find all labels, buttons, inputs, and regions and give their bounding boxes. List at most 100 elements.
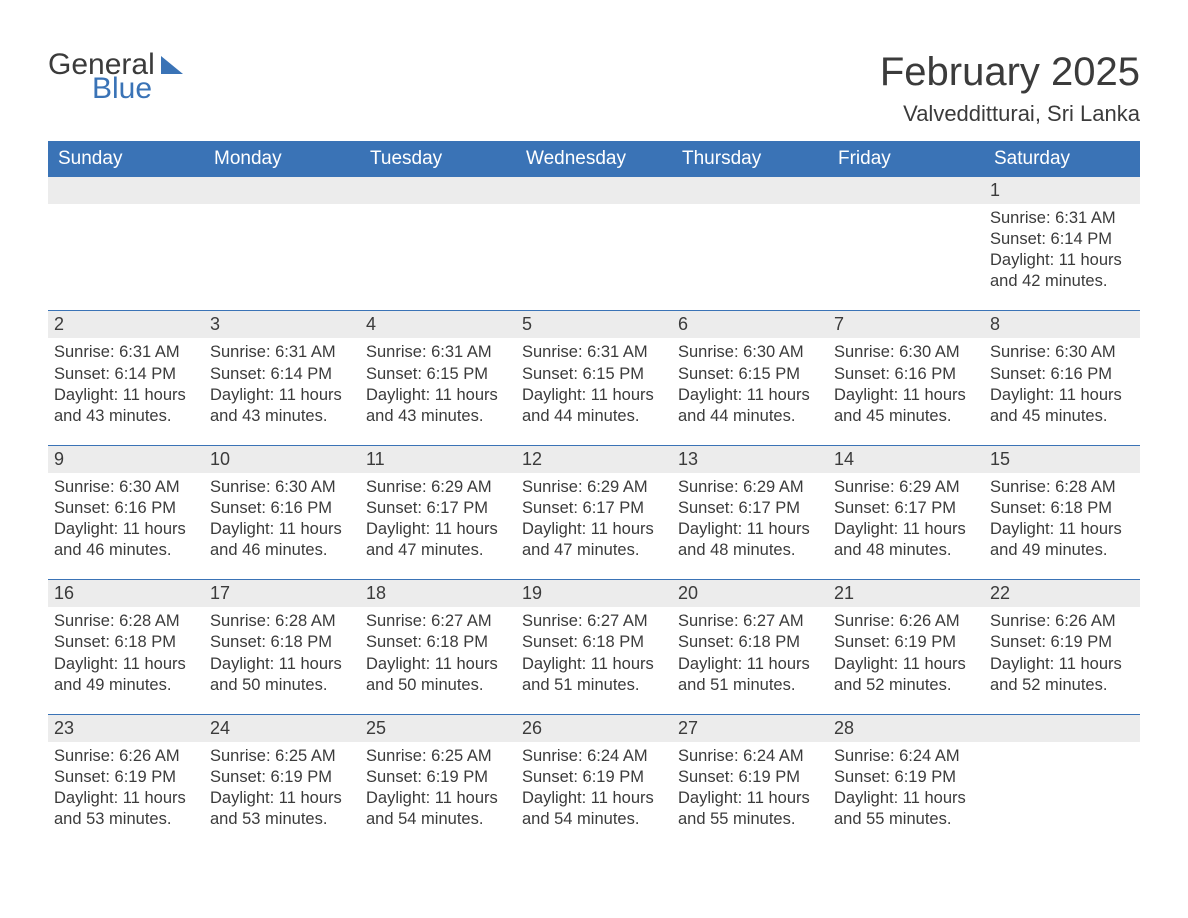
- daylight-line1: Daylight: 11 hours: [522, 519, 666, 540]
- daylight-line1: Daylight: 11 hours: [210, 654, 354, 675]
- daylight-line1: Daylight: 11 hours: [210, 385, 354, 406]
- day-cell: Sunrise: 6:30 AMSunset: 6:16 PMDaylight:…: [984, 338, 1140, 444]
- week: 2345678Sunrise: 6:31 AMSunset: 6:14 PMDa…: [48, 310, 1140, 444]
- daylight-line2: and 53 minutes.: [210, 809, 354, 830]
- day-cell: Sunrise: 6:30 AMSunset: 6:15 PMDaylight:…: [672, 338, 828, 444]
- day-cell: Sunrise: 6:24 AMSunset: 6:19 PMDaylight:…: [516, 742, 672, 848]
- sunset: Sunset: 6:17 PM: [366, 498, 510, 519]
- sunrise: Sunrise: 6:31 AM: [54, 342, 198, 363]
- daylight-line2: and 52 minutes.: [990, 675, 1134, 696]
- sunset: Sunset: 6:16 PM: [210, 498, 354, 519]
- week: 1Sunrise: 6:31 AMSunset: 6:14 PMDaylight…: [48, 177, 1140, 310]
- daylight-line1: Daylight: 11 hours: [522, 788, 666, 809]
- sunrise: Sunrise: 6:30 AM: [54, 477, 198, 498]
- title-block: February 2025 Valvedditturai, Sri Lanka: [880, 50, 1140, 127]
- day-number: 27: [672, 715, 828, 742]
- sunrise: Sunrise: 6:29 AM: [678, 477, 822, 498]
- sunset: Sunset: 6:18 PM: [678, 632, 822, 653]
- daylight-line1: Daylight: 11 hours: [834, 654, 978, 675]
- day-cell: [360, 204, 516, 310]
- daybody-row: Sunrise: 6:31 AMSunset: 6:14 PMDaylight:…: [48, 204, 1140, 310]
- sunrise: Sunrise: 6:25 AM: [210, 746, 354, 767]
- daybody-row: Sunrise: 6:26 AMSunset: 6:19 PMDaylight:…: [48, 742, 1140, 848]
- daynum-row: 1: [48, 177, 1140, 204]
- weekday: Sunday: [48, 141, 204, 177]
- daybody-row: Sunrise: 6:28 AM Sunset: 6:18 PM Daylight:…: [48, 607, 1140, 713]
- daylight-line1: Daylight: 11 hours: [366, 788, 510, 809]
- day-number: 25: [360, 715, 516, 742]
- sunset: Sunset: 6:19 PM: [990, 632, 1134, 653]
- day-cell: Sunrise: 6:29 AMSunset: 6:17 PMDaylight:…: [516, 473, 672, 579]
- sunrise: Sunrise: 6:30 AM: [990, 342, 1134, 363]
- daylight-line1: Daylight: 11 hours: [366, 654, 510, 675]
- location: Valvedditturai, Sri Lanka: [880, 101, 1140, 127]
- daylight-line2: and 53 minutes.: [54, 809, 198, 830]
- day-number: [516, 177, 672, 204]
- day-number: 4: [360, 311, 516, 338]
- day-cell: Sunrise: 6:30 AMSunset: 6:16 PMDaylight:…: [48, 473, 204, 579]
- weekday: Saturday: [984, 141, 1140, 177]
- sunset: Sunset: 6:18 PM: [990, 498, 1134, 519]
- daylight-line1: Daylight: 11 hours: [366, 385, 510, 406]
- daylight-line1: Daylight: 11 hours: [990, 250, 1134, 271]
- daylight-line2: and 49 minutes.: [54, 675, 198, 696]
- sunset: Sunset: 6:16 PM: [990, 364, 1134, 385]
- day-number: [48, 177, 204, 204]
- sunset: Sunset: 6:14 PM: [210, 364, 354, 385]
- sunrise: Sunrise: 6:27 AM: [366, 611, 510, 632]
- daylight-line1: Daylight: 11 hours: [678, 385, 822, 406]
- day-cell: Sunrise: 6:28 AMSunset: 6:18 PMDaylight:…: [204, 607, 360, 713]
- daylight-line2: and 43 minutes.: [54, 406, 198, 427]
- sunset: Sunset: 6:15 PM: [366, 364, 510, 385]
- day-number: [828, 177, 984, 204]
- daynum-row: 16171819202122: [48, 580, 1140, 607]
- daynum-row: 2345678: [48, 311, 1140, 338]
- day-number: 14: [828, 446, 984, 473]
- daylight-line2: and 42 minutes.: [990, 271, 1134, 292]
- day-number: 10: [204, 446, 360, 473]
- daylight-line2: and 51 minutes.: [678, 675, 822, 696]
- sunset: Sunset: 6:14 PM: [990, 229, 1134, 250]
- sunrise: Sunrise: 6:27 AM: [678, 611, 822, 632]
- logo-triangle-icon: [161, 56, 183, 74]
- day-cell: Sunrise: 6:31 AMSunset: 6:14 PMDaylight:…: [204, 338, 360, 444]
- daylight-line1: Daylight: 11 hours: [54, 788, 198, 809]
- day-number: 7: [828, 311, 984, 338]
- sunset: Sunset: 6:19 PM: [678, 767, 822, 788]
- daynum-row: 9101112131415: [48, 446, 1140, 473]
- daylight-line1: Daylight: 11 hours: [54, 654, 198, 675]
- daylight-line1: Daylight: 11 hours: [834, 385, 978, 406]
- daylight-line1: Daylight: 11 hours: [210, 519, 354, 540]
- weekday: Wednesday: [516, 141, 672, 177]
- day-number: [672, 177, 828, 204]
- sunrise: Sunrise: 6:28 AM: [54, 611, 198, 632]
- sunrise: Sunrise: 6:31 AM: [990, 208, 1134, 229]
- day-cell: Sunrise: 6:31 AMSunset: 6:15 PMDaylight:…: [360, 338, 516, 444]
- day-cell: Sunrise: 6:26 AMSunset: 6:19 PMDaylight:…: [828, 607, 984, 713]
- sunset: Sunset: 6:17 PM: [834, 498, 978, 519]
- day-cell: Sunrise: 6:30 AMSunset: 6:16 PMDaylight:…: [828, 338, 984, 444]
- week: 9101112131415Sunrise: 6:30 AMSunset: 6:1…: [48, 445, 1140, 579]
- day-number: 28: [828, 715, 984, 742]
- logo: General Blue: [48, 50, 183, 104]
- day-cell: Sunrise: 6:31 AMSunset: 6:14 PMDaylight:…: [984, 204, 1140, 310]
- day-number: 24: [204, 715, 360, 742]
- daylight-line2: and 48 minutes.: [678, 540, 822, 561]
- sunrise: Sunrise: 6:28 AM: [210, 611, 354, 632]
- day-cell: Sunrise: 6:25 AMSunset: 6:19 PMDaylight:…: [204, 742, 360, 848]
- daylight-line2: and 51 minutes.: [522, 675, 666, 696]
- daylight-line1: Daylight: 11 hours: [834, 519, 978, 540]
- day-number: 22: [984, 580, 1140, 607]
- daylight-line1: Daylight: 11 hours: [522, 385, 666, 406]
- sunset: Sunset: 6:19 PM: [834, 767, 978, 788]
- calendar: Sunday Monday Tuesday Wednesday Thursday…: [48, 141, 1140, 848]
- weekday-header: Sunday Monday Tuesday Wednesday Thursday…: [48, 141, 1140, 177]
- day-number: 19: [516, 580, 672, 607]
- sunrise: Sunrise: 6:27 AM: [522, 611, 666, 632]
- daylight-line2: and 55 minutes.: [678, 809, 822, 830]
- sunset: Sunset: 6:14 PM: [54, 364, 198, 385]
- daylight-line2: and 43 minutes.: [366, 406, 510, 427]
- day-number: 1: [984, 177, 1140, 204]
- daylight-line2: and 50 minutes.: [366, 675, 510, 696]
- day-cell: Sunrise: 6:25 AMSunset: 6:19 PMDaylight:…: [360, 742, 516, 848]
